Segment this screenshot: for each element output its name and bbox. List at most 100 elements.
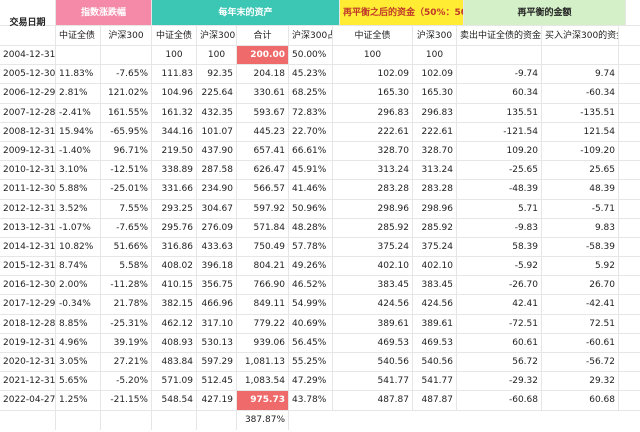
hs300-change-cell: 121.02% — [101, 84, 152, 103]
bond-change-cell: 3.05% — [56, 353, 101, 372]
hs300-ratio-cell: 45.91% — [289, 161, 333, 180]
hs300-ratio-cell: 54.99% — [289, 295, 333, 314]
sell-bond-cell: -5.92 — [457, 257, 542, 276]
hs300-change-cell: 161.55% — [101, 103, 152, 122]
hs300-change-cell: 96.71% — [101, 141, 152, 161]
total-cell: 566.57 — [237, 180, 289, 199]
bond-change-cell: -1.40% — [56, 141, 101, 161]
bond-after-cell: 424.56 — [333, 295, 413, 314]
bond-asset-cell: 344.16 — [152, 122, 197, 141]
table-row: 2014-12-31 10.82% 51.66% 316.86 433.63 750.49… — [0, 237, 640, 258]
sell-bond-cell: 135.51 — [457, 103, 542, 122]
hs300-asset-cell: 356.75 — [197, 276, 237, 295]
hs300-asset-cell: 512.45 — [197, 372, 237, 391]
date-cell: 2022-04-27 — [0, 391, 56, 410]
buy-hs300-cell: -109.20 — [542, 141, 619, 161]
buy-hs300-cell: 121.54 — [542, 122, 619, 141]
bond-asset-cell: 295.76 — [152, 218, 197, 237]
hs300-ratio-cell: 43.78% — [289, 391, 333, 410]
buy-hs300-cell: -56.72 — [542, 353, 619, 372]
bond-after-cell: 328.70 — [333, 141, 413, 161]
hs300-asset-cell: 234.90 — [197, 180, 237, 199]
table-row: 2010-12-31 3.10% -12.51% 338.89 287.58 626.47… — [0, 161, 640, 181]
col-header-bond-asset: 中证全债 — [152, 26, 197, 45]
hs300-after-cell: 100 — [413, 46, 457, 65]
bond-asset-cell: 548.54 — [152, 391, 197, 410]
bond-asset-cell: 331.66 — [152, 180, 197, 199]
hs300-change-cell: 39.19% — [101, 333, 152, 352]
buy-hs300-cell: -135.51 — [542, 103, 619, 122]
table-row: 2015-12-31 8.74% 5.58% 408.02 396.18 804.21 49… — [0, 257, 640, 277]
bond-change-cell: 2.00% — [56, 276, 101, 295]
hs300-change-cell: -25.31% — [101, 314, 152, 333]
table-body: 2004-12-31 100 100 200.00 50.00% 100 100 2005-1… — [0, 46, 640, 411]
date-cell: 2017-12-29 — [0, 295, 56, 314]
hs300-after-cell: 298.96 — [413, 199, 457, 218]
table-row: 2020-12-31 3.05% 27.21% 483.84 597.29 1,081.1… — [0, 353, 640, 373]
hs300-asset-cell: 530.13 — [197, 333, 237, 352]
total-cell: 657.41 — [237, 141, 289, 161]
bond-change-cell: 4.96% — [56, 333, 101, 352]
sell-bond-cell: 5.71 — [457, 199, 542, 218]
hs300-after-cell: 285.92 — [413, 218, 457, 237]
bond-asset-cell: 571.09 — [152, 372, 197, 391]
bond-change-cell: 8.85% — [56, 314, 101, 333]
date-cell: 2010-12-31 — [0, 161, 56, 180]
hs300-ratio-cell: 46.52% — [289, 276, 333, 295]
hs300-change-cell: -7.65% — [101, 65, 152, 84]
bond-after-cell: 100 — [333, 46, 413, 65]
buy-hs300-cell: 9.83 — [542, 218, 619, 237]
buy-hs300-cell: 9.74 — [542, 65, 619, 84]
table-row: 2005-12-30 11.83% -7.65% 111.83 92.35 204.18 4… — [0, 65, 640, 85]
hs300-change-cell: 27.21% — [101, 353, 152, 372]
bond-change-cell: 8.74% — [56, 257, 101, 276]
hs300-after-cell: 389.61 — [413, 314, 457, 333]
total-cell: 849.11 — [237, 295, 289, 314]
date-cell: 2012-12-31 — [0, 199, 56, 218]
bond-asset-cell: 104.96 — [152, 84, 197, 103]
hs300-ratio-cell: 48.28% — [289, 218, 333, 237]
hs300-asset-cell: 432.35 — [197, 103, 237, 122]
table-row: 2021-12-31 5.65% -5.20% 571.09 512.45 1,083.5… — [0, 372, 640, 392]
date-cell: 2004-12-31 — [0, 46, 56, 65]
hs300-after-cell: 383.45 — [413, 276, 457, 295]
col-header-sell-bond: 卖出中证全债的资金 — [457, 26, 542, 45]
hs300-asset-cell: 276.09 — [197, 218, 237, 237]
bond-asset-cell: 462.12 — [152, 314, 197, 333]
bond-asset-cell: 382.15 — [152, 295, 197, 314]
bond-asset-cell: 316.86 — [152, 237, 197, 257]
total-cell: 593.67 — [237, 103, 289, 122]
hs300-asset-cell: 433.63 — [197, 237, 237, 257]
header-sub-row: 中证全债 沪深300 中证全债 沪深300 合计 沪深300占比 中证全债 沪深… — [56, 26, 640, 46]
hs300-after-cell: 222.61 — [413, 122, 457, 141]
hs300-asset-cell: 427.19 — [197, 391, 237, 410]
table-row: 2022-04-27 1.25% -21.15% 548.54 427.19 975.73… — [0, 391, 640, 411]
sell-bond-cell: -121.54 — [457, 122, 542, 141]
hs300-change-cell — [101, 46, 152, 65]
col-header-buy-hs300: 买入沪深300的资金 — [542, 26, 619, 45]
bond-after-cell: 469.53 — [333, 333, 413, 352]
date-cell: 2005-12-30 — [0, 65, 56, 84]
date-cell: 2020-12-31 — [0, 353, 56, 372]
hs300-asset-cell: 304.67 — [197, 199, 237, 218]
bond-after-cell: 375.24 — [333, 237, 413, 257]
hs300-asset-cell: 287.58 — [197, 161, 237, 180]
bond-after-cell: 402.10 — [333, 257, 413, 276]
bond-change-cell: -1.07% — [56, 218, 101, 237]
date-cell: 2014-12-31 — [0, 237, 56, 257]
total-cell: 571.84 — [237, 218, 289, 237]
bond-change-cell — [56, 46, 101, 65]
bond-change-cell: 3.52% — [56, 199, 101, 218]
hs300-change-cell: 21.78% — [101, 295, 152, 314]
sell-bond-cell: -9.83 — [457, 218, 542, 237]
total-cell: 1,083.54 — [237, 372, 289, 391]
hs300-asset-cell: 317.10 — [197, 314, 237, 333]
bond-change-cell: -0.34% — [56, 295, 101, 314]
total-cell: 445.23 — [237, 122, 289, 141]
buy-hs300-cell: 60.68 — [542, 391, 619, 410]
hs300-change-cell: -12.51% — [101, 161, 152, 180]
date-cell: 2011-12-30 — [0, 180, 56, 199]
after-rebalance-group-header: 再平衡之后的资金（50%：50%） — [340, 0, 464, 25]
bond-asset-cell: 219.50 — [152, 141, 197, 161]
